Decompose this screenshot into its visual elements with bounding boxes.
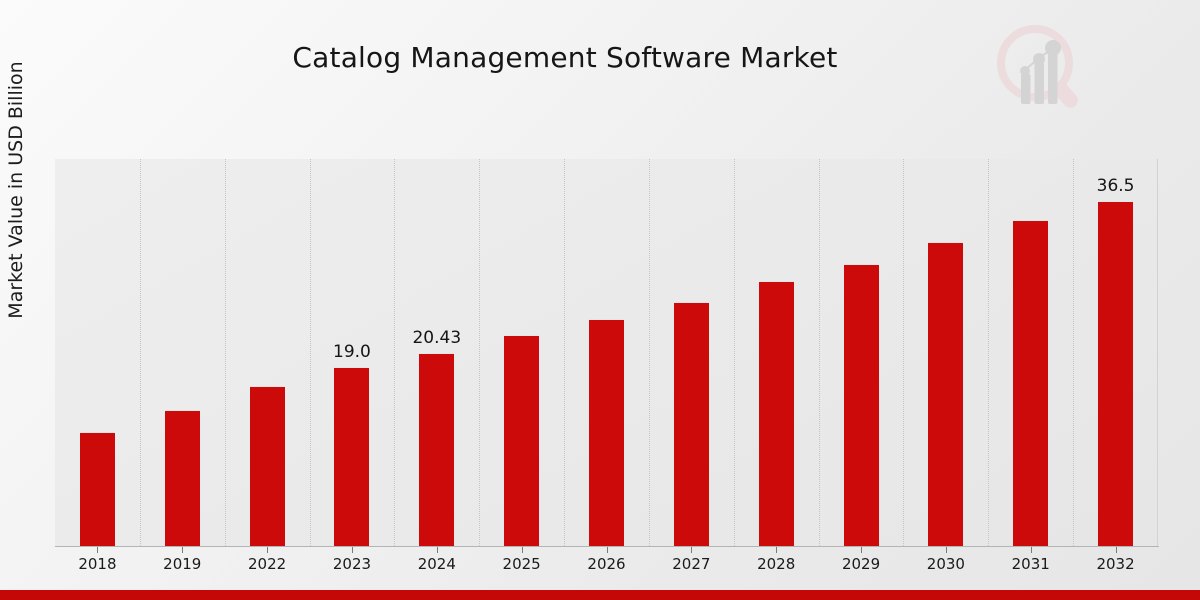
plot-area <box>55 159 1158 546</box>
x-tick-mark <box>267 547 269 553</box>
x-axis-line <box>55 546 1159 547</box>
gridline <box>139 159 142 546</box>
y-axis-label: Market Value in USD Billion <box>5 61 27 319</box>
gridline <box>1073 159 1075 546</box>
x-tick-label-2030: 2030 <box>926 555 965 573</box>
gridline <box>309 159 312 546</box>
bar-2029[interactable] <box>843 263 879 546</box>
gridline <box>988 159 990 546</box>
bar-2022[interactable] <box>249 386 285 546</box>
bottom-accent-strip <box>0 590 1200 600</box>
x-tick-mark <box>97 547 99 553</box>
x-tick-mark <box>776 547 778 553</box>
bar-value-label-2023: 19.0 <box>333 341 371 362</box>
bar-2028[interactable] <box>758 280 794 546</box>
x-tick-label-2028: 2028 <box>757 555 796 573</box>
bar-value-label-2032: 36.5 <box>1096 176 1135 197</box>
bar-2030[interactable] <box>928 242 964 546</box>
bar-2027[interactable] <box>673 301 709 546</box>
bar-2032[interactable] <box>1098 201 1134 546</box>
x-tick-label-2023: 2023 <box>332 555 372 573</box>
gridline <box>648 159 651 546</box>
gridline <box>818 159 821 546</box>
x-tick-mark <box>182 547 184 553</box>
gridline <box>903 159 905 546</box>
x-tick-label-2019: 2019 <box>163 555 202 573</box>
gridline <box>733 159 736 546</box>
bar-2018[interactable] <box>79 431 115 546</box>
x-tick-label-2022: 2022 <box>248 555 287 573</box>
x-tick-mark <box>351 547 353 553</box>
x-tick-label-2029: 2029 <box>841 555 881 573</box>
bar-value-label-2024: 20.43 <box>412 328 462 349</box>
x-tick-label-2032: 2032 <box>1096 555 1135 573</box>
gridline <box>394 159 396 546</box>
bar-2019[interactable] <box>164 410 200 546</box>
bar-2025[interactable] <box>504 334 540 546</box>
x-tick-mark <box>691 547 693 553</box>
x-tick-label-2018: 2018 <box>78 555 117 573</box>
x-tick-mark <box>521 547 523 553</box>
x-tick-label-2031: 2031 <box>1011 555 1050 573</box>
x-tick-mark <box>1030 547 1032 553</box>
x-tick-label-2027: 2027 <box>672 555 711 573</box>
x-tick-mark <box>436 547 438 553</box>
bar-2031[interactable] <box>1013 220 1049 546</box>
gridline <box>564 159 566 546</box>
x-tick-mark <box>945 547 947 553</box>
x-tick-label-2026: 2026 <box>587 555 626 573</box>
gridline <box>479 159 481 546</box>
x-tick-mark <box>1115 547 1117 553</box>
bar-2023[interactable] <box>334 366 370 546</box>
gridline <box>224 159 227 546</box>
bar-2024[interactable] <box>419 353 455 546</box>
x-tick-mark <box>861 547 863 553</box>
page-title: Catalog Management Software Market <box>292 41 838 74</box>
magnifier-bar-chart-logo-icon <box>990 18 1088 116</box>
x-tick-mark <box>606 547 608 553</box>
x-tick-label-2024: 2024 <box>417 555 456 573</box>
x-tick-label-2025: 2025 <box>502 555 541 573</box>
bar-2026[interactable] <box>589 319 624 546</box>
